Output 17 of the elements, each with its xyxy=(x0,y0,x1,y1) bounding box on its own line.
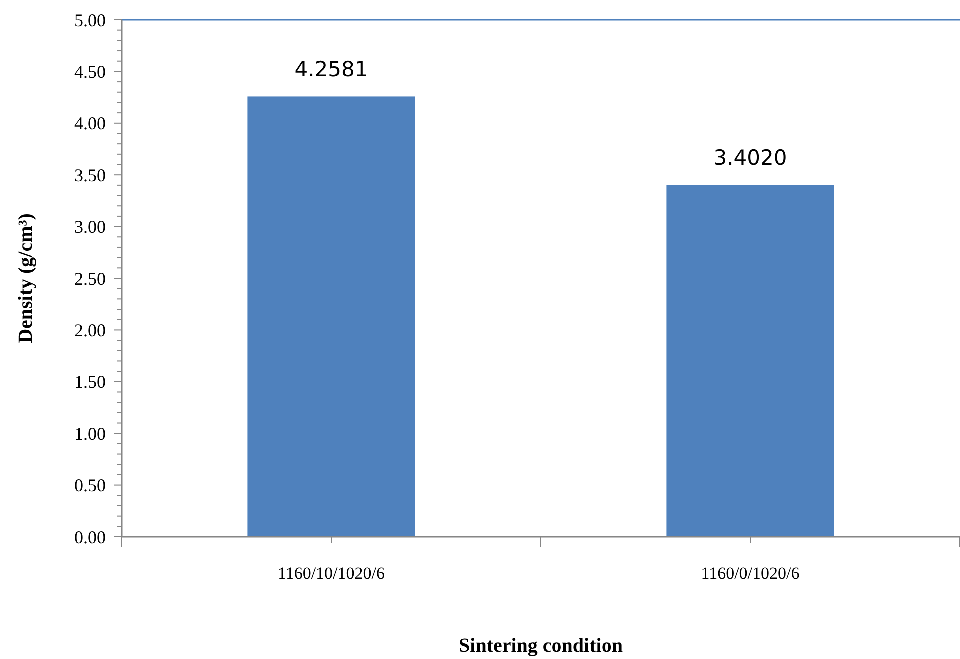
y-tick-label: 3.50 xyxy=(74,165,106,186)
y-tick-label: 0.00 xyxy=(74,527,106,548)
data-label: 3.4020 xyxy=(714,146,788,170)
y-tick-label: 3.00 xyxy=(74,217,106,238)
y-tick-label: 2.50 xyxy=(74,268,106,289)
y-tick-label: 1.50 xyxy=(74,372,106,392)
y-tick-label: 1.00 xyxy=(74,424,106,444)
y-tick-label: 2.00 xyxy=(74,320,106,340)
data-label: 4.2581 xyxy=(294,58,368,82)
y-tick-label: 4.50 xyxy=(74,62,106,82)
y-tick-label: 5.00 xyxy=(74,10,106,30)
x-tick-label: 1160/0/1020/6 xyxy=(701,564,800,583)
y-tick-label: 4.00 xyxy=(74,114,106,134)
y-tick-label: 0.50 xyxy=(74,476,106,496)
y-axis-title: Density (g/cm³) xyxy=(15,214,37,344)
x-tick-label: 1160/10/1020/6 xyxy=(278,564,386,583)
x-axis-title: Sintering condition xyxy=(459,635,623,657)
